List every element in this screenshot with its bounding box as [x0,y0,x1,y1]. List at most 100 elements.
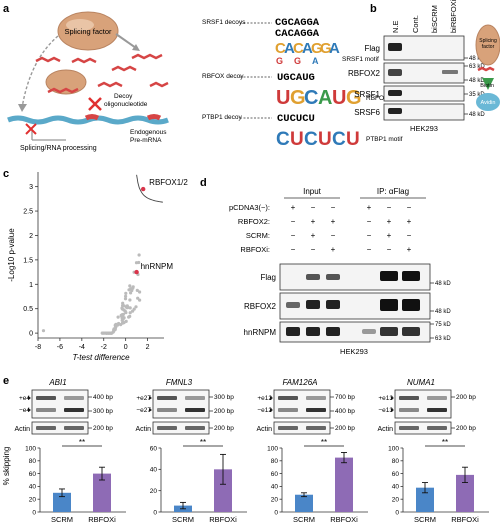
band-label-bottom: −e12 [257,407,272,414]
band [388,108,402,114]
y-tick-label: 1 [29,282,33,289]
svg-text:A: A [302,40,313,57]
block-x-icon [88,97,102,111]
bar-scrm [416,487,434,512]
data-point [120,316,124,320]
panel-c: c -8 -6 -4 -2 0 2 0 0.5 1 1.5 2 2.5 3 T-test differen… [3,168,188,362]
svg-text:A: A [284,40,295,57]
actin-label: Actin [135,426,151,433]
band [402,327,420,336]
y-axis-label: -Log10 p-value [7,228,16,282]
y-tick-label: 0.5 [23,306,33,313]
diagram-factor-label: Splicing factor [479,38,497,50]
data-point [137,253,141,257]
condition-mark: + [331,217,336,226]
row-flag: Flag [364,44,380,53]
category-label: SCRM [414,515,436,524]
condition-mark: + [291,203,296,212]
band [185,426,205,430]
band [64,396,84,400]
category-label: SCRM [172,515,194,524]
svg-text:A: A [318,87,332,109]
svg-text:G: G [290,87,306,109]
pre-mrna-strand [7,115,169,125]
band [326,327,340,336]
data-point [107,331,111,335]
diagram-decoy [477,66,495,72]
band [286,327,300,336]
volcano-plot: -8 -6 -4 -2 0 2 0 0.5 1 1.5 2 2.5 3 T-test difference… [7,172,188,362]
protein-highlight [66,19,94,31]
data-point [113,327,117,331]
band [388,69,402,76]
label-hnrnpm: hnRNPM [141,262,174,271]
chart-numa1: NUMA1 +e13 −e13 200 bp Actin 200 bp 0 20 40 60 80 1… [377,378,489,524]
x-tick-label: -4 [79,344,85,351]
data-point [123,297,128,301]
svg-text:C: C [276,129,290,150]
condition-mark: + [367,203,372,212]
bar-rbfoxi [335,457,353,512]
category-label: RBFOXi [88,515,116,524]
rbfox-seq: UGCAUG [277,72,315,84]
lane-label: Cont. [411,15,420,33]
bp-label: 200 bp [214,408,234,415]
avidin-bead [476,93,500,111]
data-point [138,290,142,294]
svg-text:C: C [304,87,318,109]
y-tick-label: 60 [271,471,279,478]
panel-d: d Input IP: αFlag pCDNA3(−): + − − + − − RBFOX2… [200,177,451,356]
ptbp1-motif-label: PTBP1 motif [366,136,403,143]
band [185,396,205,400]
data-point [129,291,133,295]
x-tick-label: -2 [101,344,107,351]
svg-text:G: G [276,56,283,66]
y-tick-label: 100 [25,445,36,452]
y-tick-label: 20 [150,488,158,495]
srsf1-motif-label: SRSF1 motif [342,56,379,63]
condition-mark: + [311,217,316,226]
data-point [122,304,126,308]
lane-labels: N.E Cont. biSCRM biRBFOXi [391,0,458,33]
category-label: SCRM [293,515,315,524]
highlight-point [134,269,139,275]
marker: 63 kD [469,64,485,70]
svg-text:A: A [329,40,340,57]
x-tick-label: 2 [146,344,150,351]
band [427,426,447,430]
band [402,299,420,311]
condition-mark: + [311,231,316,240]
srsf1-motif-logo: C A C A G G A G G A [275,40,340,66]
lane-label: biRBFOXi [449,0,458,33]
y-tick-label: 100 [388,445,399,452]
svg-text:U: U [332,87,346,109]
bp-label: 400 bp [93,394,113,401]
condition-mark: − [407,203,412,212]
y-tick-label: 40 [150,467,158,474]
gel-splicing [31,389,89,419]
condition-mark: + [387,231,392,240]
condition-mark: − [331,203,336,212]
marker: 35 kD [469,92,485,98]
binding-site [146,114,162,121]
data-point [125,304,129,308]
arrowhead-icon [391,396,394,412]
condition-mark: − [311,245,316,254]
marker: 75 kD [435,322,451,328]
band [64,408,84,412]
actin-label: Actin [14,426,30,433]
y-tick-label: 40 [271,484,279,491]
biotin-label: Biotin [480,83,494,89]
condition-mark: − [407,231,412,240]
condition-mark: − [367,217,372,226]
svg-text:G: G [320,40,332,57]
band-label-bottom: −e27 [136,407,151,414]
condition-mark: − [367,245,372,254]
condition-mark: − [291,217,296,226]
actin-label: Actin [256,426,272,433]
band [157,396,177,400]
bp-label: 200 bp [456,394,476,401]
chart-abi1: ABI1 +e4 −e4 400 bp 300 bp Actin 200 bp 0 20 40 60… [14,378,126,524]
band [380,299,398,311]
